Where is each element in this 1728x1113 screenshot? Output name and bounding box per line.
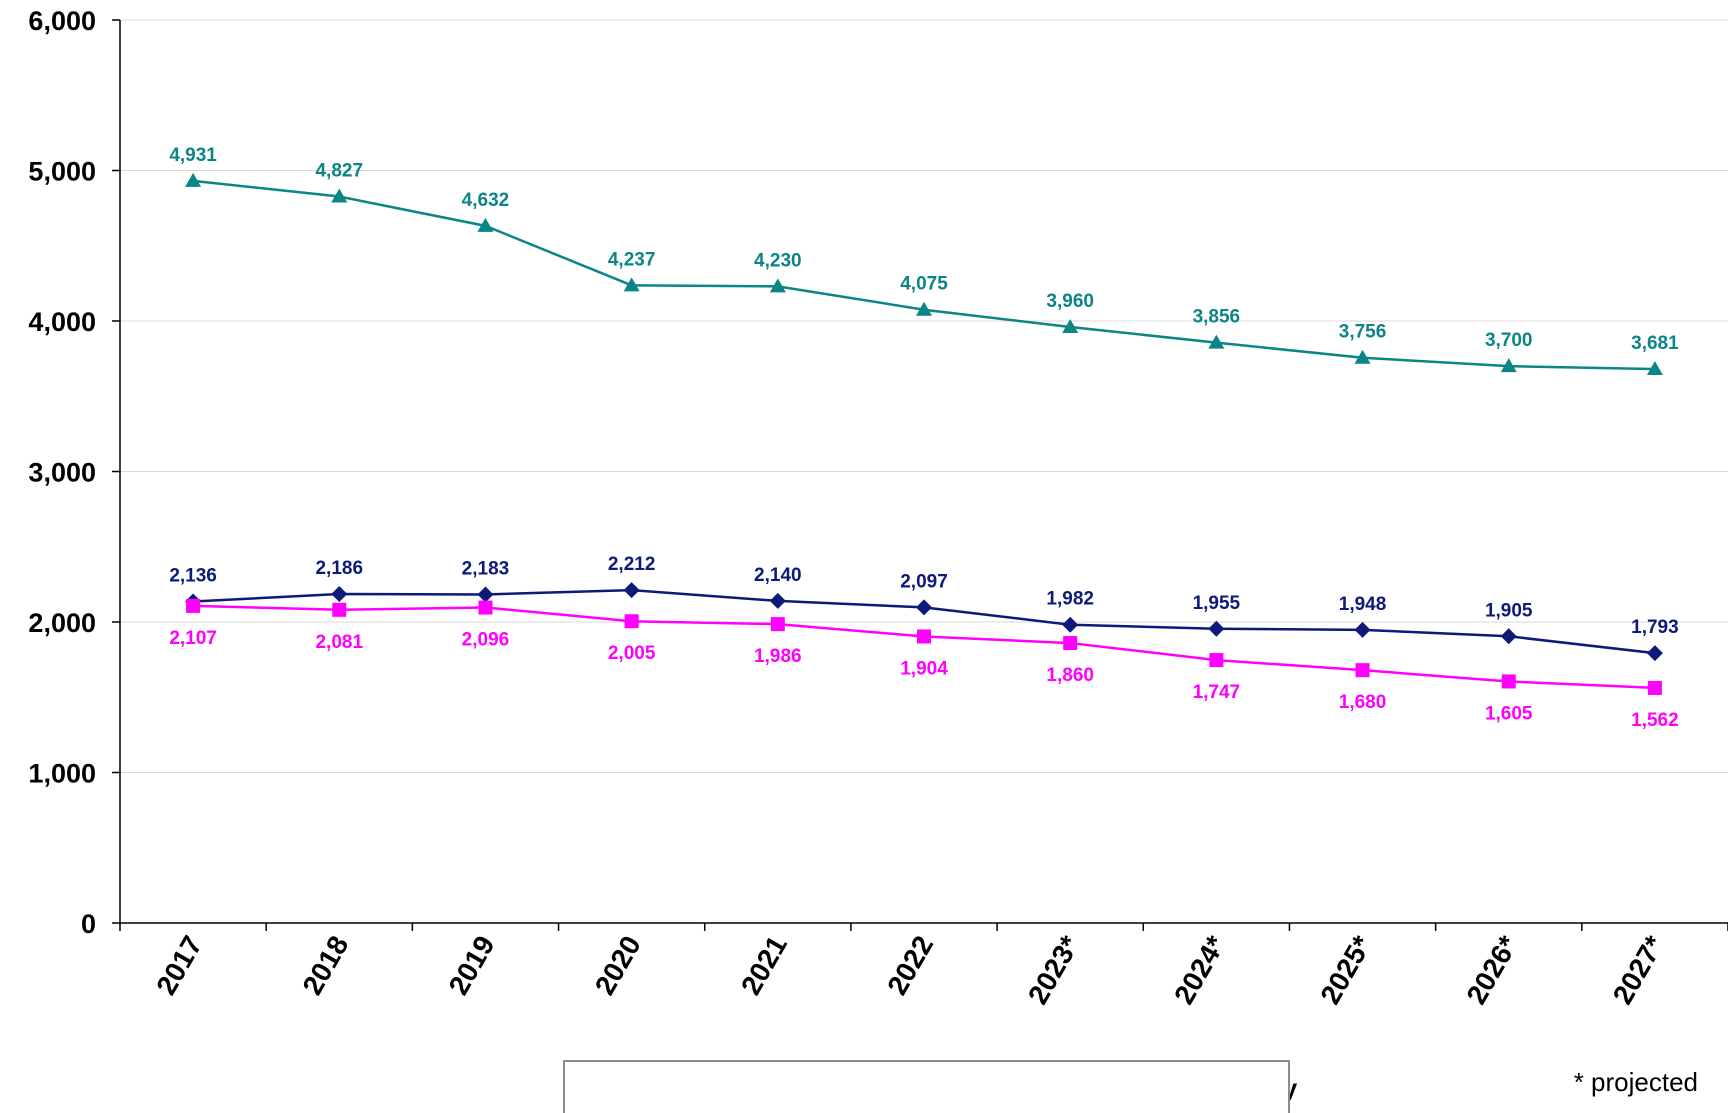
jr-high-point bbox=[770, 617, 785, 632]
x-tick-label: 2025* bbox=[1314, 930, 1377, 1009]
x-tick-label: 2018 bbox=[296, 931, 354, 1000]
jr-high-data-label: 2,107 bbox=[169, 628, 217, 649]
x-tick-label: 2026* bbox=[1460, 930, 1523, 1009]
high-school-data-label: 2,186 bbox=[315, 558, 363, 579]
series bbox=[185, 172, 1663, 695]
jr-high-data-label: 1,605 bbox=[1485, 703, 1533, 724]
y-tick-label: 4,000 bbox=[28, 307, 96, 337]
x-tick-label: 2023* bbox=[1022, 930, 1085, 1009]
x-tick-label: 2022 bbox=[881, 931, 939, 1000]
x-tick-label: 2024* bbox=[1168, 930, 1231, 1009]
jr-high-point bbox=[917, 629, 931, 644]
data-labels: 2,136 2,186 2,183 2,212 2,140 2,097 1,982 1,955… bbox=[169, 145, 1679, 731]
axes: 0 1,000 2,000 3,000 4,000 5,000 6,000 2017 2018 2… bbox=[28, 6, 1728, 1009]
projected-note: * projected bbox=[1573, 1067, 1698, 1097]
high-school-data-label: 1,905 bbox=[1485, 600, 1533, 621]
jr-high-data-label: 2,096 bbox=[462, 630, 510, 651]
jr-high-data-label: 2,005 bbox=[608, 643, 656, 664]
high-school-point bbox=[916, 599, 932, 616]
x-tick-label: 2027* bbox=[1607, 930, 1670, 1009]
elementary-data-label: 4,237 bbox=[608, 249, 656, 270]
high-school-data-label: 2,136 bbox=[169, 566, 217, 587]
jr-high-point bbox=[1647, 680, 1662, 695]
high-school-point bbox=[477, 586, 494, 603]
high-school-data-label: 2,183 bbox=[462, 558, 510, 579]
elementary-point bbox=[1354, 349, 1371, 364]
jr-high-point bbox=[1209, 653, 1224, 668]
y-tick-label: 2,000 bbox=[28, 608, 96, 638]
y-tick-label: 5,000 bbox=[28, 157, 96, 187]
jr-high-data-label: 1,986 bbox=[754, 646, 802, 667]
legend-box bbox=[563, 1060, 1290, 1113]
x-tick-label: 2019 bbox=[443, 931, 501, 1000]
elementary-point bbox=[1646, 361, 1663, 376]
high-school-data-label: 1,982 bbox=[1046, 589, 1094, 610]
jr-high-point bbox=[1063, 636, 1078, 651]
high-school-point bbox=[331, 586, 348, 603]
jr-high-data-label: 1,562 bbox=[1631, 710, 1679, 731]
x-tick-label: 2020 bbox=[589, 931, 647, 1000]
y-tick-label: 3,000 bbox=[28, 458, 96, 488]
elementary-point bbox=[1500, 358, 1517, 373]
jr-high-point bbox=[478, 600, 493, 615]
high-school-data-label: 1,948 bbox=[1339, 594, 1387, 615]
jr-high-data-label: 2,081 bbox=[315, 632, 363, 653]
jr-high-data-label: 1,860 bbox=[1046, 665, 1094, 686]
high-school-data-label: 2,212 bbox=[608, 554, 656, 575]
elementary-data-label: 3,960 bbox=[1046, 291, 1094, 312]
jr-high-data-label: 1,904 bbox=[900, 658, 948, 679]
elementary-data-label: 3,681 bbox=[1631, 333, 1679, 354]
elementary-point bbox=[477, 217, 494, 232]
y-tick-label: 1,000 bbox=[28, 759, 96, 789]
high-school-point bbox=[1500, 628, 1517, 645]
high-school-point bbox=[769, 592, 786, 609]
high-school-point bbox=[1208, 620, 1225, 637]
x-tick-label: 2017 bbox=[150, 931, 208, 1000]
elementary-data-label: 4,931 bbox=[169, 145, 217, 166]
jr-high-point bbox=[332, 602, 347, 617]
elementary-point bbox=[623, 277, 640, 292]
elementary-data-label: 4,827 bbox=[315, 161, 363, 182]
elementary-point bbox=[1062, 319, 1079, 334]
high-school-point bbox=[623, 582, 640, 599]
gridlines bbox=[120, 19, 1728, 773]
elementary-point bbox=[916, 301, 932, 316]
jr-high-data-label: 1,747 bbox=[1193, 682, 1241, 703]
high-school-data-label: 2,097 bbox=[900, 571, 948, 592]
elementary-point bbox=[769, 278, 786, 293]
elementary-point bbox=[185, 172, 202, 187]
y-tick-label: 6,000 bbox=[28, 6, 96, 36]
elementary-data-label: 4,075 bbox=[900, 274, 948, 295]
jr-high-data-label: 1,680 bbox=[1339, 692, 1387, 713]
jr-high-point bbox=[1355, 663, 1370, 678]
high-school-data-label: 1,793 bbox=[1631, 617, 1679, 638]
elementary-point bbox=[331, 188, 348, 203]
elementary-data-label: 3,856 bbox=[1193, 307, 1241, 328]
elementary-data-label: 4,632 bbox=[462, 190, 510, 211]
high-school-point bbox=[1354, 621, 1371, 638]
high-school-point bbox=[1062, 616, 1079, 633]
jr-high-point bbox=[1501, 674, 1516, 689]
x-tick-label: 2021 bbox=[735, 931, 793, 1000]
elementary-data-label: 3,700 bbox=[1485, 330, 1533, 351]
elementary-data-label: 4,230 bbox=[754, 250, 802, 271]
high-school-point bbox=[1646, 645, 1663, 662]
high-school-data-label: 1,955 bbox=[1193, 593, 1241, 614]
jr-high-point bbox=[624, 614, 639, 629]
elementary-data-label: 3,756 bbox=[1339, 322, 1387, 343]
high-school-data-label: 2,140 bbox=[754, 565, 802, 586]
jr-high-point bbox=[186, 598, 201, 613]
elementary-point bbox=[1208, 334, 1225, 349]
y-tick-label: 0 bbox=[81, 909, 96, 939]
